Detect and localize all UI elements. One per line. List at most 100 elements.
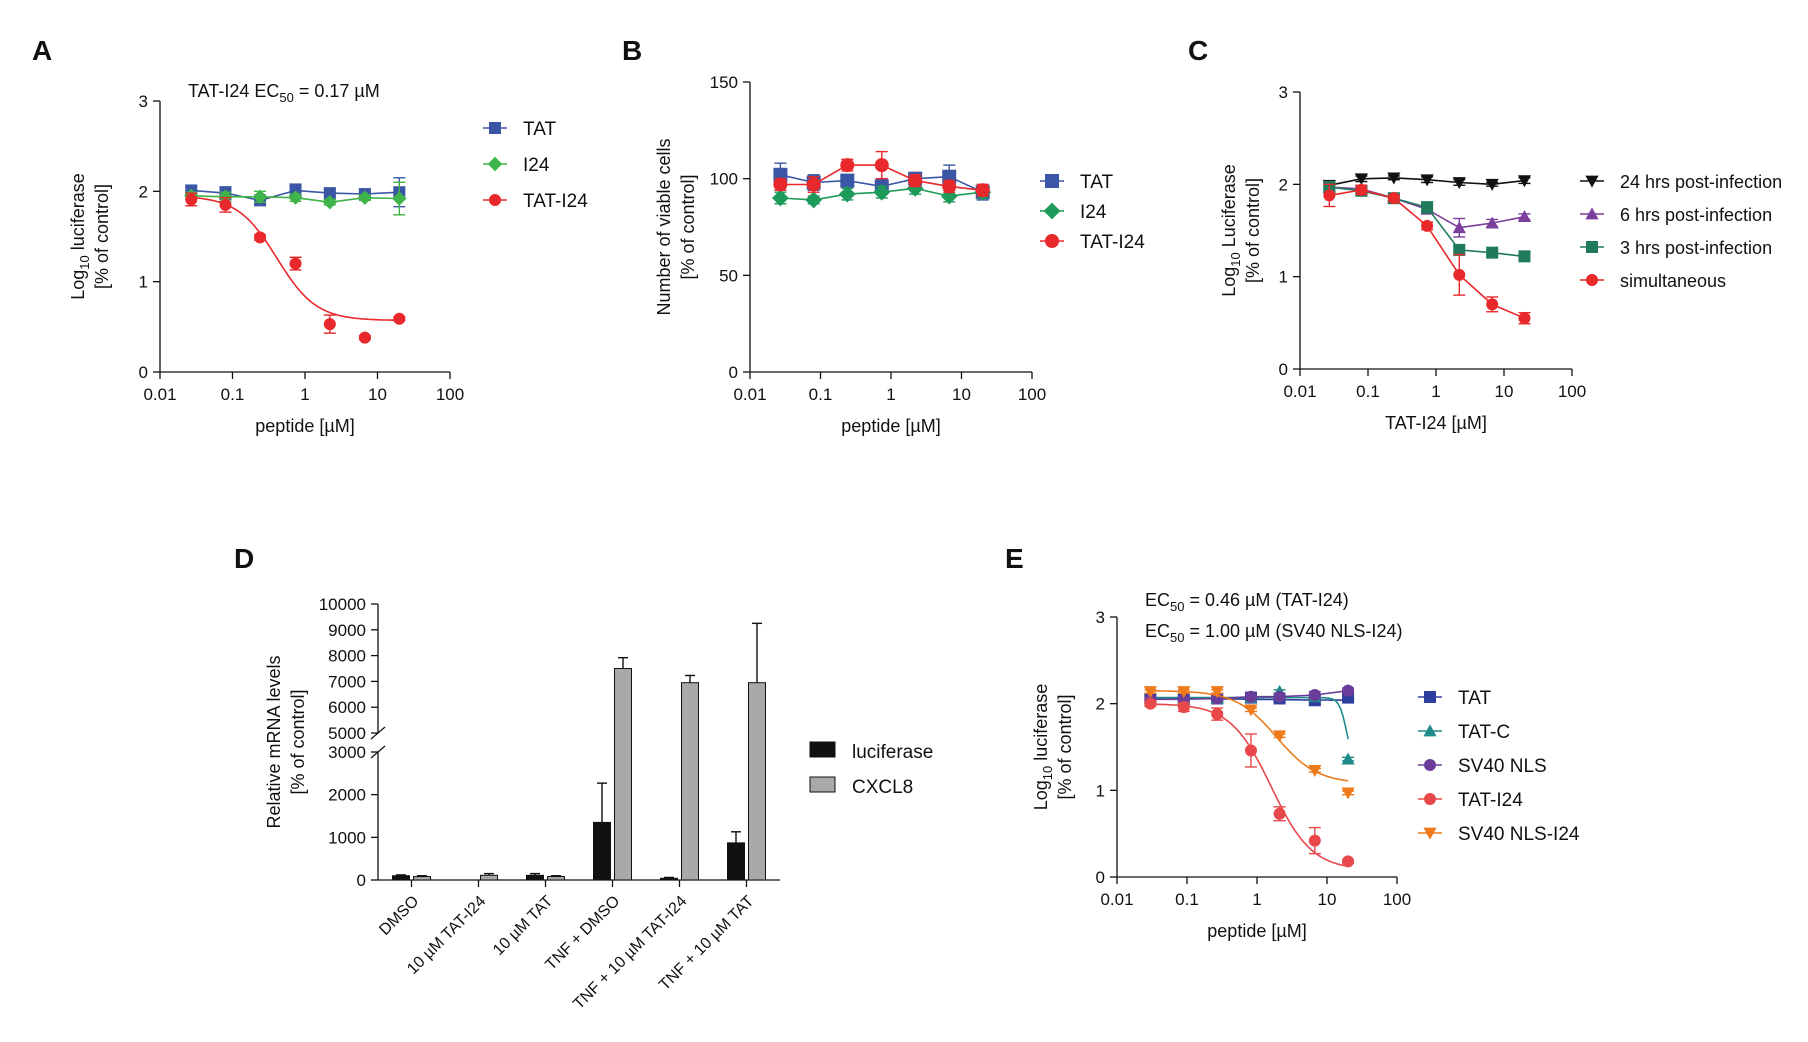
data-point	[1308, 834, 1321, 847]
data-point	[1421, 201, 1434, 214]
panel-label-A: A	[32, 35, 52, 66]
data-point	[1518, 250, 1531, 263]
data-point	[1518, 312, 1531, 325]
y-tick-label: 10000	[319, 595, 366, 614]
data-point	[1421, 219, 1434, 232]
y-tick-label: 3000	[328, 743, 366, 762]
data-point	[185, 193, 198, 206]
panel-b-chart: 0.01 0.1 1 10 100 0 50 100 150 peptide [µM] Number…	[654, 73, 1145, 436]
data-point	[1355, 183, 1368, 196]
bar-CXCL8	[748, 682, 766, 881]
data-point	[1244, 704, 1258, 717]
x-tick-label: 0.01	[143, 385, 176, 404]
data-point	[357, 190, 373, 205]
y-tick-label: 0	[1096, 868, 1105, 887]
y-tick-label: 2	[1279, 175, 1288, 194]
data-point	[254, 231, 267, 244]
y-tick-label: 150	[710, 73, 738, 92]
y-axis-title: Number of viable cells	[654, 138, 674, 315]
data-point	[1273, 690, 1286, 703]
x-tick-label: 10	[1495, 382, 1514, 401]
data-point	[393, 312, 406, 325]
legend-label: I24	[523, 155, 550, 176]
y-axis-title: Relative mRNA levels	[264, 655, 284, 828]
data-point	[1210, 686, 1224, 699]
x-tick-label: TNF + 10 µM TAT-I24	[570, 893, 690, 1013]
data-point	[1354, 173, 1369, 186]
y-axis-title: Log10 Luciferase	[1219, 164, 1243, 297]
data-point	[358, 331, 371, 344]
y-tick-label: 1	[1279, 268, 1288, 287]
ec50-annotation: EC50 = 0.46 µM (TAT-I24)	[1145, 590, 1349, 614]
data-point	[1387, 172, 1401, 185]
y-axis-title: [% of control]	[288, 689, 308, 794]
x-tick-label: 10	[952, 385, 971, 404]
x-axis-title: TAT-I24 [µM]	[1385, 413, 1487, 433]
x-tick-label: 1	[1252, 890, 1261, 909]
legend-marker	[1424, 759, 1436, 771]
legend-label: TAT-I24	[523, 191, 588, 212]
panel-a-chart: 0.01 0.1 1 10 100 0 1 2 3 peptide [µM] Log10 lucif…	[68, 81, 588, 436]
legend-marker	[1043, 202, 1061, 220]
legend-label: SV40 NLS	[1458, 756, 1547, 777]
x-axis-title: peptide [µM]	[255, 416, 354, 436]
bar-CXCL8	[681, 682, 699, 881]
data-point	[1244, 690, 1257, 703]
legend-marker	[487, 156, 503, 172]
data-point	[1486, 246, 1499, 259]
data-point	[1485, 178, 1499, 191]
y-tick-label: 5000	[328, 724, 366, 743]
data-point	[1272, 730, 1287, 743]
y-axis-title: [% of control]	[1243, 178, 1263, 283]
legend-marker	[1585, 175, 1599, 188]
data-point	[1485, 216, 1499, 229]
data-point	[838, 185, 856, 203]
legend-swatch	[809, 776, 836, 793]
data-point	[1143, 686, 1157, 699]
x-tick-label: 100	[436, 385, 464, 404]
data-point	[288, 190, 303, 205]
x-tick-label: 10 µM TAT	[490, 893, 556, 959]
data-point	[772, 189, 789, 207]
y-tick-label: 3	[139, 92, 148, 111]
data-point	[1453, 268, 1466, 281]
bar-CXCL8	[614, 668, 632, 881]
x-tick-label: 100	[1018, 385, 1046, 404]
data-point	[942, 179, 957, 194]
legend-label: 24 hrs post-infection	[1620, 172, 1782, 192]
data-point	[1341, 787, 1355, 800]
panel-e-chart: 0.01 0.1 1 10 100 0 1 2 3 peptide [µM] Log10 lucif…	[1031, 590, 1580, 941]
x-tick-label: 10	[1318, 890, 1337, 909]
y-tick-label: 0	[729, 363, 738, 382]
panel-label-E: E	[1005, 543, 1024, 574]
data-point	[908, 173, 923, 188]
legend-marker	[1424, 793, 1436, 805]
ec50-annotation: TAT-I24 EC50 = 0.17 µM	[188, 81, 380, 105]
y-axis-title: Log10 luciferase	[1031, 684, 1055, 811]
panel-label-B: B	[622, 35, 642, 66]
legend-label: TAT-I24	[1080, 232, 1145, 253]
x-tick-label: 0.01	[1283, 382, 1316, 401]
data-point	[806, 177, 821, 192]
data-point	[873, 183, 891, 201]
panel-label-C: C	[1188, 35, 1208, 66]
data-point	[1177, 701, 1190, 714]
y-tick-label: 100	[710, 170, 738, 189]
y-tick-label: 0	[139, 363, 148, 382]
legend-marker	[489, 122, 501, 134]
bar-luciferase	[392, 875, 410, 881]
data-point	[1308, 765, 1322, 777]
y-tick-label: 9000	[328, 621, 366, 640]
legend-marker	[1423, 724, 1437, 737]
bar-luciferase	[593, 821, 611, 881]
ec50-annotation: EC50 = 1.00 µM (SV40 NLS-I24)	[1145, 621, 1402, 645]
x-axis-title: peptide [µM]	[1207, 921, 1306, 941]
legend-marker	[1045, 234, 1059, 248]
y-tick-label: 1	[139, 273, 148, 292]
legend-label: TAT-C	[1458, 722, 1510, 743]
x-tick-label: 0.01	[733, 385, 766, 404]
legend-label: simultaneous	[1620, 271, 1726, 291]
data-point	[805, 191, 823, 209]
legend-marker	[1586, 274, 1598, 286]
panel-label-D: D	[234, 543, 254, 574]
